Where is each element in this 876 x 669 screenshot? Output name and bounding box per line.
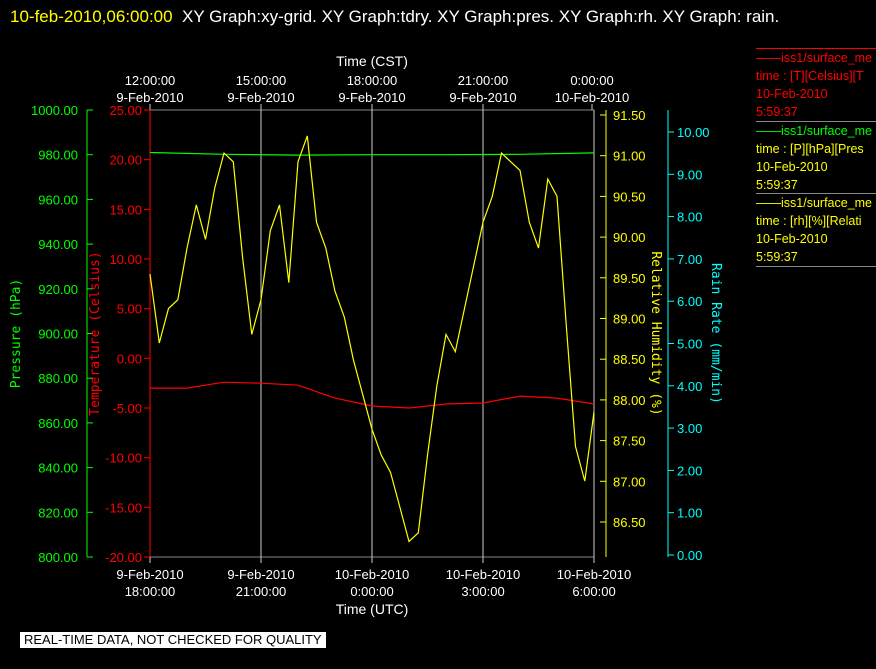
rain-tick-label: 1.00 [677, 506, 702, 521]
rain-tick-label: 5.00 [677, 337, 702, 352]
humidity-tick-label: 89.50 [613, 271, 646, 286]
top-x-tick-label: 15:00:00 [236, 73, 287, 88]
legend-time: 5:59:37 [756, 178, 798, 192]
pressure-tick-label: 960.00 [38, 192, 78, 207]
rain-tick-label: 8.00 [677, 210, 702, 225]
legend-pressure: ——iss1/surface_me time : [P][hPa][Pres 1… [756, 121, 876, 194]
title-timestamp: 10-feb-2010,06:00:00 [10, 7, 173, 26]
pressure-tick-label: 900.00 [38, 327, 78, 342]
temperature-tick-label: 25.00 [109, 103, 142, 118]
temperature-tick-label: 15.00 [109, 202, 142, 217]
legend-date: 10-Feb-2010 [756, 87, 828, 101]
rain-axis-title: Rain Rate (mm/min) [708, 263, 723, 404]
x-tick-label: 6:00:00 [572, 584, 615, 599]
rain-tick-label: 6.00 [677, 294, 702, 309]
temperature-tick-label: -15.00 [105, 500, 142, 515]
humidity-tick-label: 89.00 [613, 312, 646, 327]
x-tick-label: 0:00:00 [350, 584, 393, 599]
humidity-tick-label: 88.50 [613, 352, 646, 367]
temperature-tick-label: 10.00 [109, 252, 142, 267]
x-tick-label: 9-Feb-2010 [116, 567, 183, 582]
rain-tick-label: 2.00 [677, 463, 702, 478]
legend-units: time : [T][Celsius][T [756, 69, 864, 83]
series-line-humidity [149, 135, 595, 543]
window-title: 10-feb-2010,06:00:00 XY Graph:xy-grid. X… [10, 2, 870, 31]
top-x-tick-label: 0:00:00 [570, 73, 613, 88]
humidity-tick-label: 90.00 [613, 230, 646, 245]
rain-tick-label: 9.00 [677, 167, 702, 182]
rain-tick-label: 4.00 [677, 379, 702, 394]
temperature-tick-label: 0.00 [117, 351, 142, 366]
legend-time: 5:59:37 [756, 250, 798, 264]
pressure-tick-label: 1000.00 [31, 103, 78, 118]
top-x-tick-label: 9-Feb-2010 [227, 90, 294, 105]
pressure-tick-label: 800.00 [38, 550, 78, 565]
rain-tick-label: 0.00 [677, 548, 702, 563]
pressure-tick-label: 860.00 [38, 416, 78, 431]
legend-series-name: iss1/surface_me [781, 124, 873, 138]
top-x-tick-label: 21:00:00 [458, 73, 509, 88]
title-graph-list: XY Graph:xy-grid. XY Graph:tdry. XY Grap… [182, 7, 780, 26]
top-x-tick-label: 12:00:00 [125, 73, 176, 88]
x-tick-label: 10-Feb-2010 [557, 567, 631, 582]
pressure-tick-label: 880.00 [38, 371, 78, 386]
legend-dash: —— [756, 124, 781, 138]
pressure-tick-label: 980.00 [38, 148, 78, 163]
x-axis-label: Time (UTC) [336, 601, 409, 617]
quality-disclaimer: REAL-TIME DATA, NOT CHECKED FOR QUALITY [20, 632, 326, 648]
top-x-tick-label: 18:00:00 [347, 73, 398, 88]
x-tick-label: 21:00:00 [236, 584, 287, 599]
x-tick-label: 9-Feb-2010 [227, 567, 294, 582]
top-x-tick-label: 9-Feb-2010 [116, 90, 183, 105]
x-tick-label: 10-Feb-2010 [335, 567, 409, 582]
humidity-tick-label: 87.50 [613, 434, 646, 449]
top-x-tick-label: 9-Feb-2010 [449, 90, 516, 105]
legend-date: 10-Feb-2010 [756, 232, 828, 246]
temperature-tick-label: -20.00 [105, 550, 142, 565]
legend-series-name: iss1/surface_me [781, 51, 873, 65]
x-tick-label: 3:00:00 [461, 584, 504, 599]
pressure-axis-title: Pressure (hPa) [9, 279, 24, 389]
legend-dash: —— [756, 51, 781, 65]
rain-tick-label: 3.00 [677, 421, 702, 436]
legend-humidity: ——iss1/surface_me time : [rh][%][Relati … [756, 193, 876, 267]
top-x-tick-label: 10-Feb-2010 [555, 90, 629, 105]
rain-tick-label: 10.00 [677, 125, 710, 140]
pressure-tick-label: 940.00 [38, 237, 78, 252]
legend-units: time : [P][hPa][Pres [756, 142, 864, 156]
top-x-axis-label: Time (CST) [336, 53, 408, 69]
temperature-tick-label: -10.00 [105, 451, 142, 466]
top-x-tick-label: 9-Feb-2010 [338, 90, 405, 105]
humidity-tick-label: 90.50 [613, 189, 646, 204]
series-line-temperature [150, 381, 595, 409]
temperature-tick-label: -5.00 [112, 401, 142, 416]
x-tick-label: 10-Feb-2010 [446, 567, 520, 582]
humidity-tick-label: 91.00 [613, 149, 646, 164]
pressure-tick-label: 820.00 [38, 505, 78, 520]
temperature-tick-label: 20.00 [109, 153, 142, 168]
humidity-tick-label: 88.00 [613, 393, 646, 408]
legend-series-name: iss1/surface_me [781, 196, 873, 210]
legend-units: time : [rh][%][Relati [756, 214, 862, 228]
rain-tick-label: 7.00 [677, 252, 702, 267]
humidity-tick-label: 86.50 [613, 515, 646, 530]
humidity-axis-title: Relative Humidity (%) [648, 251, 663, 415]
x-tick-label: 18:00:00 [125, 584, 176, 599]
temperature-axis-title: Temperature (Celsius) [88, 251, 103, 415]
legend-dash: —— [756, 196, 781, 210]
legend-time: 5:59:37 [756, 105, 798, 119]
pressure-tick-label: 840.00 [38, 461, 78, 476]
pressure-tick-label: 920.00 [38, 282, 78, 297]
legend-temperature: ——iss1/surface_me time : [T][Celsius][T … [756, 48, 876, 121]
legend-date: 10-Feb-2010 [756, 160, 828, 174]
temperature-tick-label: 5.00 [117, 302, 142, 317]
humidity-tick-label: 91.50 [613, 108, 646, 123]
humidity-tick-label: 87.00 [613, 474, 646, 489]
